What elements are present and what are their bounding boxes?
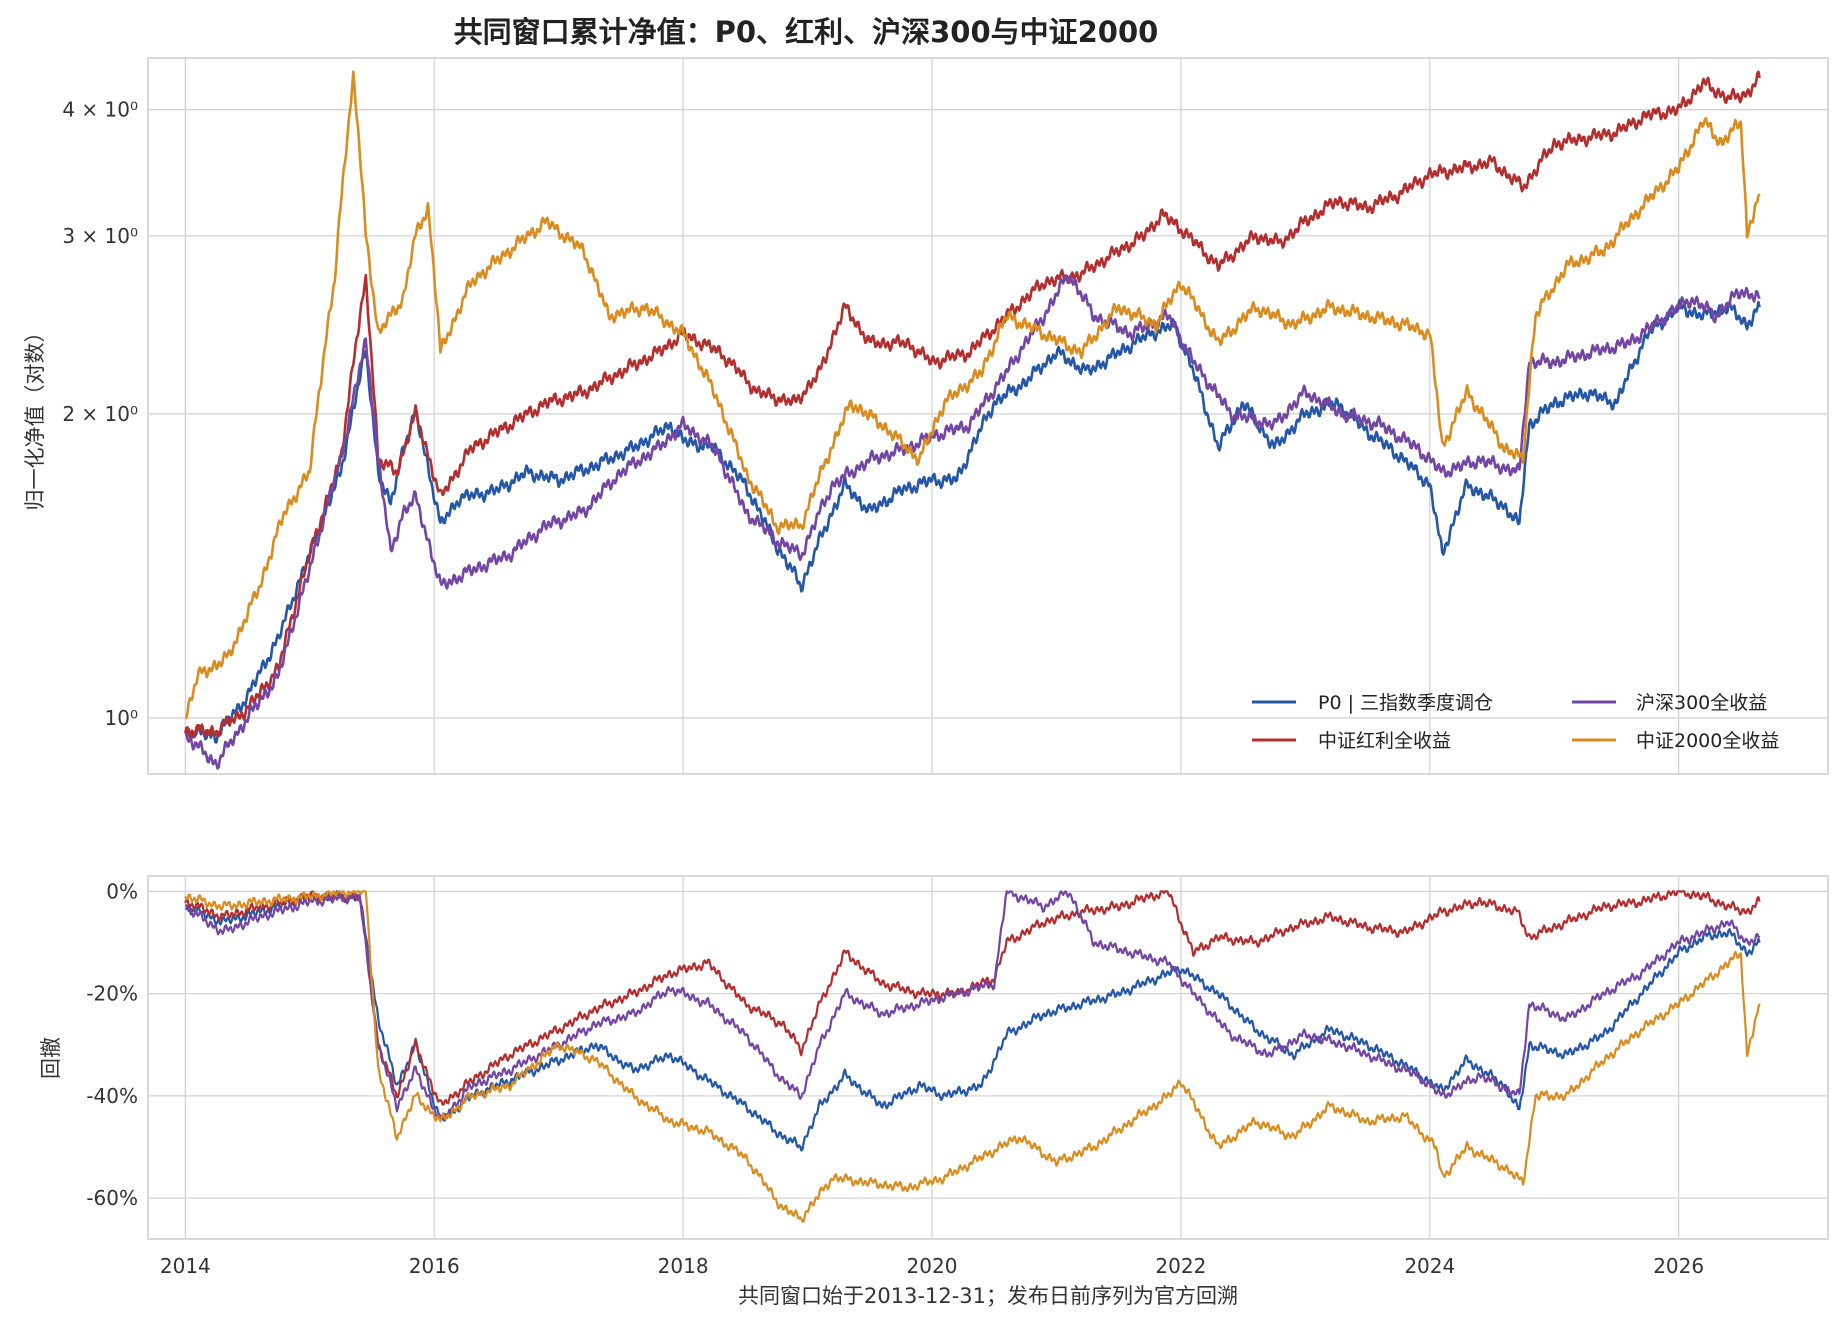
drawdown-series-lines bbox=[184, 890, 1761, 1223]
nav-line-dividend bbox=[184, 70, 1761, 739]
drawdown-y-tick-label: -20% bbox=[86, 982, 138, 1006]
legend: P0 | 三指数季度调仓 沪深300全收益 中证红利全收益 中证2000全收益 bbox=[1252, 692, 1779, 752]
drawdown-x-tick-label: 2018 bbox=[658, 1254, 709, 1278]
nav-line-csi2000 bbox=[184, 70, 1761, 720]
drawdown-x-axis-label: 共同窗口始于2013-12-31；发布日前序列为官方回溯 bbox=[738, 1284, 1238, 1308]
drawdown-gridlines bbox=[148, 876, 1828, 1239]
nav-series-lines bbox=[184, 70, 1761, 770]
drawdown-x-tick-label: 2020 bbox=[907, 1254, 958, 1278]
drawdown-line-p0 bbox=[184, 890, 1761, 1152]
nav-y-tick-label: 4 × 10⁰ bbox=[62, 98, 138, 122]
drawdown-panel: 0%-20%-40%-60% 2014 2016 2018 2020 2022 2024 2… bbox=[39, 875, 1829, 1308]
legend-label-hs300: 沪深300全收益 bbox=[1636, 692, 1767, 714]
drawdown-x-tick-label: 2014 bbox=[160, 1254, 211, 1278]
nav-panel-frame bbox=[147, 57, 1829, 775]
drawdown-x-tick-label: 2026 bbox=[1653, 1254, 1704, 1278]
drawdown-y-axis-label: 回撤 bbox=[39, 1037, 63, 1079]
legend-label-dividend: 中证红利全收益 bbox=[1318, 730, 1451, 752]
drawdown-y-ticks: 0% -20% -40% -60% bbox=[86, 879, 138, 1210]
drawdown-panel-frame bbox=[147, 875, 1829, 1240]
drawdown-y-tick-label: 0% bbox=[106, 879, 138, 903]
nav-y-ticks: 10⁰ 2 × 10⁰ 3 × 10⁰ 4 × 10⁰ bbox=[62, 98, 138, 730]
drawdown-x-ticks: 2014 2016 2018 2020 2022 2024 2026 bbox=[160, 1254, 1704, 1278]
nav-line-p0 bbox=[184, 298, 1761, 744]
drawdown-y-tick-label: -60% bbox=[86, 1186, 138, 1210]
drawdown-x-tick-label: 2022 bbox=[1155, 1254, 1206, 1278]
nav-y-tick-label: 2 × 10⁰ bbox=[62, 402, 138, 426]
nav-line-hs300 bbox=[184, 274, 1761, 770]
drawdown-y-tick-label: -40% bbox=[86, 1084, 138, 1108]
nav-y-axis-label: 归一化净值（对数） bbox=[23, 322, 47, 511]
nav-y-tick-label: 10⁰ bbox=[105, 706, 138, 730]
nav-y-tick-label: 3 × 10⁰ bbox=[62, 224, 138, 248]
drawdown-x-tick-label: 2016 bbox=[409, 1254, 460, 1278]
chart-title: 共同窗口累计净值：P0、红利、沪深300与中证2000 bbox=[454, 15, 1159, 49]
drawdown-line-dividend bbox=[184, 890, 1761, 1106]
drawdown-line-csi2000 bbox=[184, 890, 1761, 1223]
legend-label-csi2000: 中证2000全收益 bbox=[1636, 730, 1779, 752]
drawdown-x-tick-label: 2024 bbox=[1404, 1254, 1455, 1278]
legend-label-p0: P0 | 三指数季度调仓 bbox=[1318, 692, 1493, 714]
nav-panel: 10⁰ 2 × 10⁰ 3 × 10⁰ 4 × 10⁰ 归一化净值（对数） P0 | … bbox=[23, 57, 1829, 775]
